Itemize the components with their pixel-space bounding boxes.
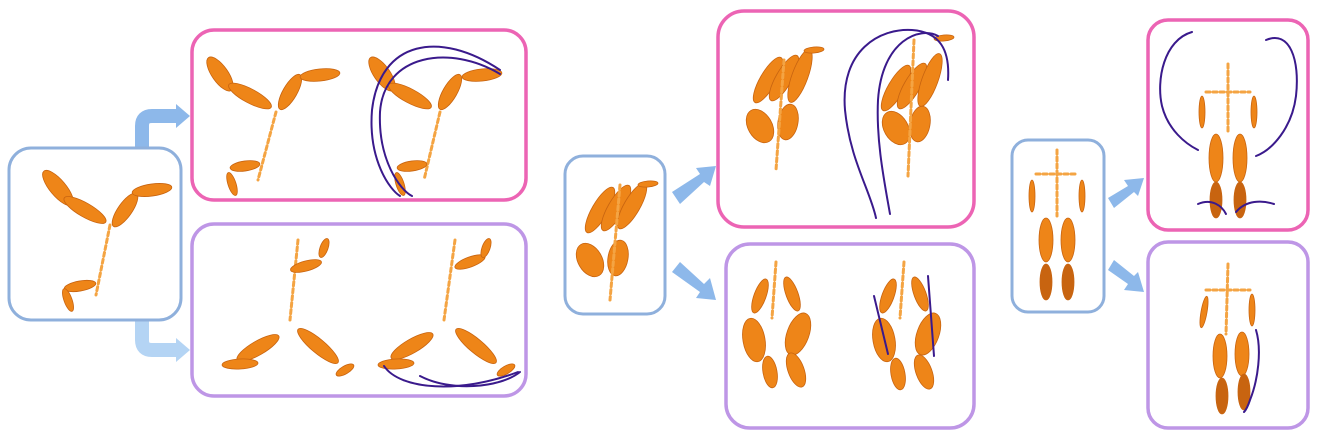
output-frame-pink-1 [190,28,528,202]
figure-pink-1a [206,56,341,196]
trajectory-purple-3 [1243,329,1260,413]
figure-purple-1a [221,238,355,377]
arrowhead-purple-1 [176,338,190,362]
group-1 [7,28,528,398]
arrowhead-pink-1 [176,104,190,128]
arrow-to-pink-2 [672,166,716,204]
trajectory-purple-2 [873,275,935,357]
figure-pink-3 [1198,62,1258,219]
group-2 [563,9,976,430]
figure-input-3 [1028,148,1086,301]
figure-purple-2a [742,260,812,389]
figure-pink-2a [745,46,825,172]
trajectory-pink-2 [843,28,950,219]
figure-pink-2b [880,34,955,178]
arrow-to-purple-2 [672,262,716,300]
figure-purple-1b [377,238,516,377]
figure-purple-3 [1199,262,1256,415]
trajectory-pink-1 [370,45,501,197]
group-3 [1010,18,1310,430]
output-frame-purple-1 [190,222,528,398]
arrow-to-pink-3 [1108,178,1144,208]
arrow-to-pink-1 [135,109,178,148]
arrow-to-purple-1 [135,318,178,357]
trajectory-pink-3 [1159,31,1298,215]
output-frame-purple-3 [1146,240,1310,430]
arrow-to-purple-3 [1108,260,1144,292]
figure-input-2 [575,180,659,302]
figure-input-1 [42,169,173,312]
trajectory-purple-1 [383,365,521,388]
